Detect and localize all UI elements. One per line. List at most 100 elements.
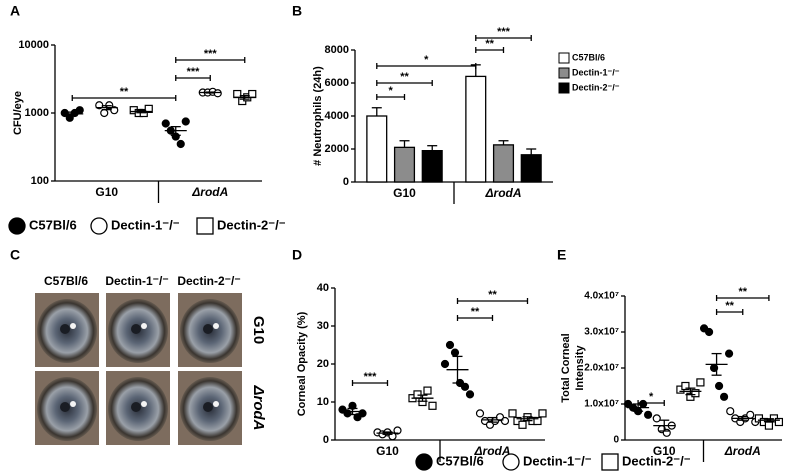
highlight	[213, 401, 219, 407]
bar	[366, 115, 388, 183]
panel-label: E	[557, 247, 566, 263]
y-axis-label: CFU/eye	[12, 91, 24, 135]
legend-label: C57Bl/6	[29, 217, 77, 232]
significance-label: **	[738, 286, 747, 298]
legend-label: Dectin-2⁻/⁻	[217, 217, 286, 232]
y-tick-label: 4000	[325, 110, 349, 122]
group-label: G10	[95, 185, 118, 199]
data-point	[144, 104, 153, 113]
pupil	[203, 324, 213, 334]
group-label: ΔrodA	[473, 444, 510, 458]
column-label: C57Bl/6	[44, 274, 88, 288]
panel-label: D	[292, 247, 302, 263]
significance-label: **	[120, 86, 129, 98]
legend-marker	[196, 217, 214, 235]
y-tick-label: 40	[317, 282, 329, 294]
pupil	[203, 402, 213, 412]
group-label: ΔrodA	[724, 444, 761, 458]
data-point	[440, 359, 450, 369]
data-point	[233, 89, 242, 99]
highlight	[70, 323, 76, 329]
group-label: G10	[376, 444, 399, 458]
data-point	[100, 108, 109, 118]
y-tick-label: 0	[343, 176, 349, 188]
data-point	[764, 421, 774, 430]
significance-label: **	[471, 306, 480, 318]
y-tick-label: 30	[317, 320, 329, 332]
significance-label: *	[424, 54, 429, 66]
pupil	[60, 402, 70, 412]
data-point	[518, 420, 527, 429]
bar	[520, 154, 542, 183]
data-point	[75, 106, 84, 115]
data-point	[538, 409, 547, 418]
highlight	[70, 401, 76, 407]
y-tick-label: 10	[317, 396, 329, 408]
data-point	[181, 117, 190, 126]
panel-label: B	[292, 3, 302, 19]
data-point	[213, 89, 222, 98]
legend-swatch	[558, 67, 570, 79]
data-point	[161, 119, 170, 128]
significance-label: ***	[204, 48, 218, 60]
data-point	[475, 409, 485, 418]
significance-label: ***	[187, 66, 201, 78]
data-point	[176, 139, 185, 149]
legend-label: Dectin-1⁻/⁻	[572, 67, 620, 77]
legend-marker	[90, 217, 108, 235]
significance-label: *	[649, 391, 654, 403]
data-point	[428, 401, 437, 410]
data-point	[248, 89, 257, 99]
y-axis-label: Intensity	[574, 345, 586, 391]
data-point	[60, 108, 69, 118]
legend-label: Dectin-2⁻/⁻	[622, 453, 691, 468]
y-tick-label: 0	[323, 434, 329, 446]
group-label: ΔrodA	[484, 186, 521, 200]
data-point	[691, 389, 700, 398]
significance-label: *	[388, 85, 393, 97]
data-point	[413, 390, 422, 399]
pupil	[131, 324, 141, 334]
data-point	[719, 392, 729, 401]
column-label: Dectin-1⁻/⁻	[105, 274, 168, 288]
data-point	[393, 426, 402, 435]
legend-marker	[415, 453, 433, 471]
y-tick-label: 10000	[18, 39, 49, 51]
column-label: Dectin-2⁻/⁻	[177, 274, 240, 288]
data-point	[681, 381, 690, 391]
y-tick-label: 3.0x10⁷	[584, 327, 619, 338]
significance-label: **	[485, 38, 494, 50]
y-tick-label: 8000	[325, 44, 349, 56]
y-tick-label: 4.0x10⁷	[584, 291, 619, 302]
legend-marker	[8, 217, 26, 235]
data-point	[500, 416, 510, 426]
group-label: ΔrodA	[191, 185, 228, 199]
data-point	[460, 382, 470, 391]
data-point	[696, 378, 705, 387]
data-point	[704, 327, 714, 337]
data-point	[643, 410, 653, 419]
bar	[421, 149, 443, 183]
y-axis-label: Total Corneal	[560, 333, 572, 402]
data-point	[465, 390, 475, 399]
legend-swatch	[558, 82, 570, 94]
data-point	[423, 386, 432, 395]
legend-label: Dectin-1⁻/⁻	[523, 453, 592, 468]
bar	[393, 146, 416, 183]
legend-swatch	[558, 52, 570, 64]
legend-label: C57Bl/6	[572, 52, 605, 62]
legend-label: C57Bl/6	[436, 453, 484, 468]
highlight	[141, 401, 147, 407]
y-tick-label: 0	[613, 435, 619, 446]
y-tick-label: 2.0x10⁷	[584, 363, 619, 374]
data-point	[726, 407, 735, 416]
pupil	[131, 402, 141, 412]
pupil	[60, 324, 70, 334]
legend-marker	[601, 453, 619, 471]
data-point	[714, 381, 724, 391]
legend-marker	[502, 453, 520, 471]
significance-label: **	[725, 300, 734, 312]
data-point	[652, 414, 661, 423]
y-tick-label: 2000	[325, 143, 349, 155]
